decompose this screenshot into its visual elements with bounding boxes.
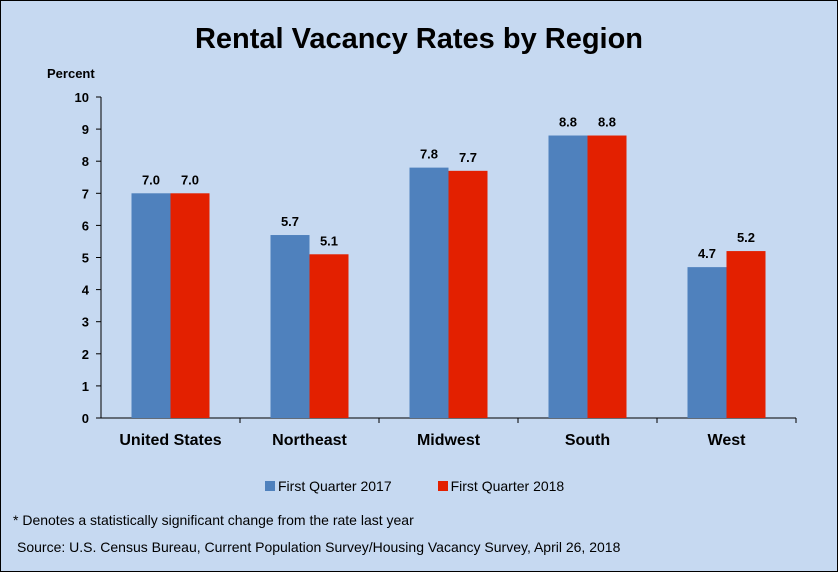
y-tick-label: 6 [82, 218, 89, 233]
chart-title: Rental Vacancy Rates by Region [194, 23, 644, 55]
bar-value-label: 7.7 [459, 150, 477, 165]
legend-label-2018: First Quarter 2018 [450, 478, 565, 494]
bar-value-label: 4.7 [698, 246, 716, 261]
legend: First Quarter 2017 First Quarter 2018 [265, 476, 610, 496]
footnote: * Denotes a statistically significant ch… [13, 512, 414, 528]
bar [309, 254, 349, 418]
y-tick-label: 9 [82, 122, 89, 137]
bar [170, 193, 210, 418]
legend-item-2017: First Quarter 2017 [265, 478, 392, 494]
legend-swatch-2017 [265, 481, 275, 491]
bar [587, 135, 627, 418]
bar-value-label: 8.8 [598, 115, 616, 130]
legend-swatch-2018 [437, 481, 448, 491]
y-tick-label: 8 [82, 154, 89, 169]
bar-value-label: 7.0 [181, 172, 199, 187]
y-tick-label: 3 [82, 315, 89, 330]
bar-value-label: 8.8 [559, 115, 577, 130]
source-note: Source: U.S. Census Bureau, Current Popu… [17, 539, 621, 555]
bar-value-label: 5.2 [737, 230, 755, 245]
bar-value-label: 5.1 [320, 233, 338, 248]
bar [687, 267, 727, 418]
x-tick-label: United States [119, 432, 221, 449]
bar [448, 170, 488, 418]
y-tick-label: 4 [82, 283, 90, 298]
x-tick-label: Midwest [417, 432, 481, 449]
y-tick-label: 2 [82, 347, 89, 362]
y-tick-label: 0 [82, 411, 89, 426]
bar [409, 167, 449, 418]
bar-chart: 0 1 2 3 4 5 6 7 8 9 10 7.0 7.0 United States 5.7 5.1 Nor… [75, 90, 797, 449]
bar-value-label: 5.7 [281, 214, 299, 229]
legend-item-2018: First Quarter 2018 [437, 478, 565, 494]
bar [548, 135, 588, 418]
bar [726, 251, 766, 418]
y-tick-label: 1 [82, 379, 89, 394]
y-tick-label: 10 [75, 90, 89, 105]
bar-value-label: 7.0 [142, 172, 160, 187]
y-tick-label: 7 [82, 186, 89, 201]
bar [270, 235, 310, 418]
bar [131, 193, 171, 418]
x-tick-label: Northeast [272, 432, 347, 449]
y-tick-label: 5 [82, 251, 89, 266]
bar-value-label: 7.8 [420, 147, 438, 162]
x-tick-label: South [565, 432, 610, 449]
x-tick-label: West [708, 432, 747, 449]
legend-label-2017: First Quarter 2017 [278, 478, 392, 494]
y-axis-label: Percent [47, 66, 95, 81]
